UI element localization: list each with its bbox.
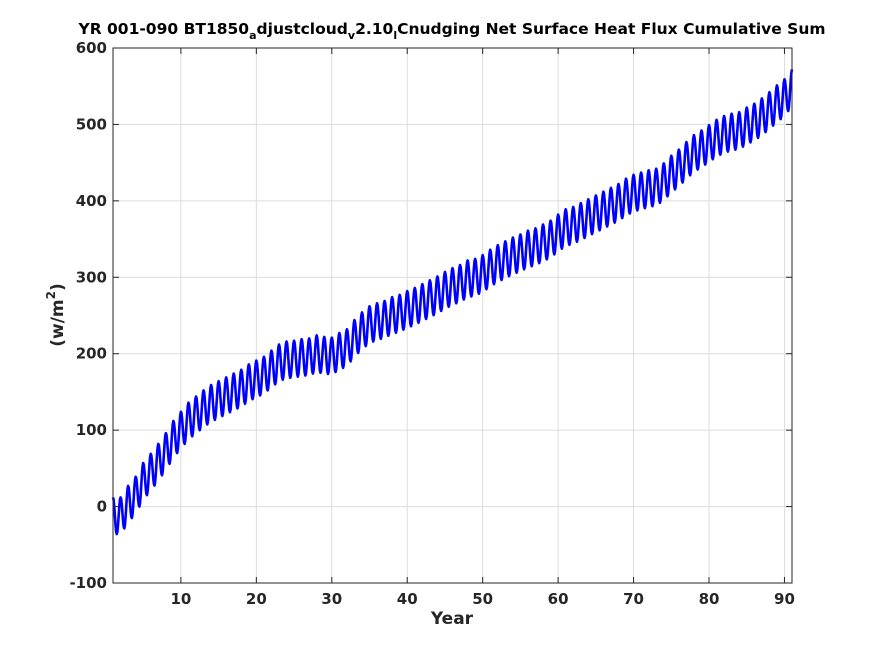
x-tick-label: 90 bbox=[774, 590, 795, 608]
y-tick-label: 600 bbox=[76, 39, 107, 57]
x-axis-label: Year bbox=[430, 609, 474, 629]
x-tick-label: 20 bbox=[246, 590, 267, 608]
y-tick-label: 100 bbox=[76, 421, 107, 439]
chart-title: YR 001-090 BT1850adjustcloudv2.10lCnudgi… bbox=[77, 20, 825, 42]
y-tick-label: 400 bbox=[76, 192, 107, 210]
x-tick-label: 50 bbox=[472, 590, 493, 608]
x-tick-label: 80 bbox=[699, 590, 720, 608]
series-line bbox=[111, 69, 794, 536]
y-tick-label: 0 bbox=[97, 498, 107, 516]
ticks: 10 20 30 40 50 60 70 80 90 -100 0 100 200 300 400 500 60… bbox=[69, 39, 794, 608]
x-tick-label: 40 bbox=[397, 590, 418, 608]
plot-background bbox=[113, 48, 792, 583]
x-tick-label: 70 bbox=[623, 590, 644, 608]
plot-frame bbox=[112, 47, 793, 584]
y-tick-label: 500 bbox=[76, 115, 107, 133]
y-axis-label: (w/m2) bbox=[44, 283, 68, 347]
x-tick-label: 30 bbox=[321, 590, 342, 608]
y-tick-label: -100 bbox=[69, 574, 107, 592]
y-tick-label: 300 bbox=[76, 268, 107, 286]
x-tick-label: 10 bbox=[170, 590, 191, 608]
x-tick-label: 60 bbox=[548, 590, 569, 608]
y-tick-label: 200 bbox=[76, 345, 107, 363]
series-layer bbox=[111, 69, 794, 536]
